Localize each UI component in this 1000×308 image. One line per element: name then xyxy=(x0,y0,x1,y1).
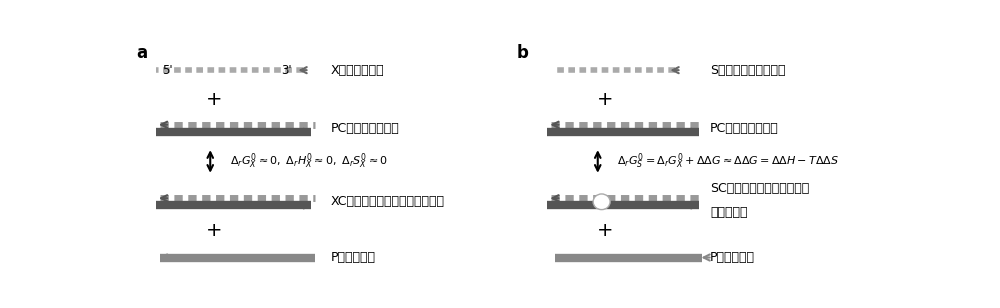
Text: $\Delta_r G^0_S = \Delta_r G^0_X + \Delta\Delta G \approx \Delta\Delta G = \Delt: $\Delta_r G^0_S = \Delta_r G^0_X + \Delt… xyxy=(617,152,839,171)
Text: S（单碱基突变靶标）: S（单碱基突变靶标） xyxy=(710,64,786,77)
Text: X（正确靶标）: X（正确靶标） xyxy=(330,64,384,77)
Text: +: + xyxy=(206,221,222,240)
Text: PC（连置换探针）: PC（连置换探针） xyxy=(710,122,779,135)
Text: P（释放链）: P（释放链） xyxy=(330,251,375,264)
Text: SC（单碱基突变靶标与探针: SC（单碱基突变靶标与探针 xyxy=(710,182,809,195)
Text: XC（正确靶标与探针杂交产物）: XC（正确靶标与探针杂交产物） xyxy=(330,195,444,208)
Text: a: a xyxy=(137,44,148,62)
Text: +: + xyxy=(597,90,614,109)
Ellipse shape xyxy=(593,194,610,210)
Text: 杂交产物）: 杂交产物） xyxy=(710,206,748,219)
Text: +: + xyxy=(206,90,222,109)
Text: b: b xyxy=(516,44,528,62)
Text: $\Delta_r G^0_X\approx 0,\ \Delta_r H^0_X\approx 0,\ \Delta_r S^0_X\approx 0$: $\Delta_r G^0_X\approx 0,\ \Delta_r H^0_… xyxy=(230,152,387,171)
Text: P（释放链）: P（释放链） xyxy=(710,251,755,264)
Text: 5': 5' xyxy=(162,64,173,77)
Text: 3': 3' xyxy=(281,64,292,77)
Text: PC（链置换探针）: PC（链置换探针） xyxy=(330,122,399,135)
Text: +: + xyxy=(597,221,614,240)
